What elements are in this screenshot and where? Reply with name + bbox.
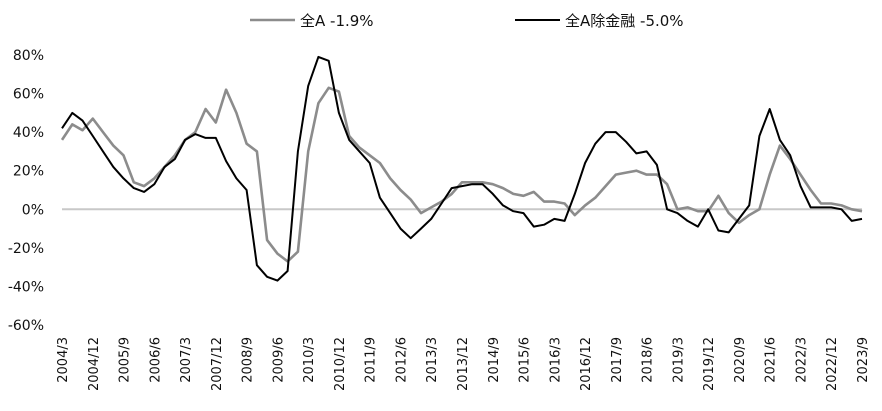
y-tick-label: -20%: [8, 241, 44, 257]
x-tick-label: 2013/3: [425, 337, 440, 383]
x-tick-label: 2016/12: [579, 337, 594, 391]
x-tick-label: 2010/12: [333, 337, 348, 391]
x-tick-label: 2015/6: [518, 337, 533, 383]
y-tick-label: -40%: [8, 279, 44, 295]
x-tick-label: 2019/3: [671, 337, 686, 383]
x-axis: 2004/3 2004/12 2005/9 2006/6 2007/3 2007/12 20…: [56, 208, 871, 391]
x-tick-label: 2020/9: [733, 337, 748, 383]
x-tick-label: 2009/6: [271, 337, 286, 383]
y-tick-label: -60%: [8, 318, 44, 334]
x-tick-label: 2021/6: [764, 337, 779, 383]
x-tick-label: 2010/3: [302, 337, 317, 383]
x-tick-label: 2019/12: [702, 337, 717, 391]
x-tick-label: 2007/12: [210, 337, 225, 391]
x-tick-label: 2014/9: [487, 337, 502, 383]
series-layer: [60, 55, 863, 282]
legend-label-ex-financial: 全A除金融 -5.0%: [565, 12, 684, 30]
x-tick-label: 2011/9: [364, 337, 379, 383]
chart-legend: 全A -1.9% 全A除金融 -5.0%: [250, 12, 684, 30]
x-tick-label: 2022/3: [794, 337, 809, 383]
series-line-ex-financial: [61, 55, 863, 282]
x-tick-label: 2007/3: [179, 337, 194, 383]
x-tick-label: 2008/9: [241, 337, 256, 383]
x-tick-label: 2022/12: [825, 337, 840, 391]
x-tick-label: 2017/9: [610, 337, 625, 383]
x-tick-label: 2023/9: [856, 337, 871, 383]
y-axis: 80% 60% 40% 20% 0% -20% -40% -60%: [8, 48, 44, 334]
y-tick-label: 20%: [13, 164, 44, 180]
y-tick-label: 40%: [13, 125, 44, 141]
legend-label-all-a: 全A -1.9%: [300, 12, 374, 30]
y-tick-label: 60%: [13, 87, 44, 103]
x-tick-label: 2016/3: [548, 337, 563, 383]
x-tick-label: 2013/12: [456, 337, 471, 391]
x-tick-label: 2005/9: [118, 337, 133, 383]
series-line-all-a: [60, 86, 863, 263]
x-tick-label: 2012/6: [394, 337, 409, 383]
x-tick-label: 2004/12: [87, 337, 102, 391]
x-tick-label: 2018/6: [641, 337, 656, 383]
x-tick-label: 2006/6: [148, 337, 163, 383]
y-tick-label: 0%: [22, 202, 44, 218]
x-tick-label: 2004/3: [56, 337, 71, 383]
y-tick-label: 80%: [13, 48, 44, 64]
